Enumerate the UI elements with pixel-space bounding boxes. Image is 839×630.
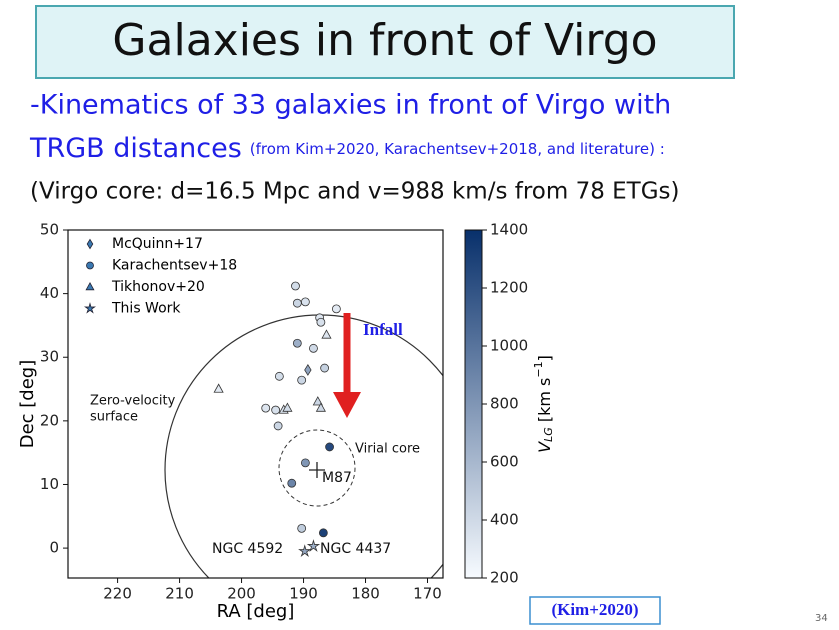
point [298, 544, 312, 557]
point [292, 338, 302, 348]
subtitle-line: -Kinematics of 33 galaxies in front of V… [30, 90, 671, 121]
y-tick-label: 0 [49, 539, 59, 557]
colorbar-tick-label: 200 [490, 569, 519, 587]
subtitle-main: TRGB distances [29, 133, 242, 164]
y-tick-label: 10 [40, 475, 59, 493]
point [282, 402, 293, 412]
citation-box [529, 596, 661, 625]
colorbar-tick-label: 400 [490, 511, 519, 529]
x-tick-label: 200 [227, 585, 256, 603]
x-tick-label: 190 [289, 585, 318, 603]
x-tick-label: 170 [413, 585, 442, 603]
point [297, 375, 307, 385]
point [297, 523, 307, 533]
annotation: Zero-velocity [90, 394, 176, 409]
point [318, 528, 328, 538]
x-axis-label: RA [deg] [217, 601, 295, 622]
legend-marker [86, 261, 94, 270]
annotation: NGC 4437 [320, 541, 391, 557]
colorbar-tick-label: 1400 [490, 221, 528, 239]
plot: 220 210 200 190 180 170 0 10 20 30 40 50 RA [deg] Dec… [17, 221, 555, 623]
colorbar-label-part: LG [542, 427, 555, 442]
y-tick-label: 50 [40, 221, 59, 239]
m87-cross [309, 462, 325, 478]
point [287, 478, 297, 488]
colorbar-label-part: [km s [535, 378, 554, 428]
point [291, 281, 300, 291]
x-tick-label: 210 [165, 585, 194, 603]
axes-frame [67, 229, 444, 579]
virial-core [278, 429, 356, 507]
colorbar-label: VLG [km s−1] [532, 355, 555, 453]
colorbar-tick-label: 1000 [490, 337, 528, 355]
legend-label: Karachentsev+18 [112, 258, 237, 274]
legend-label: Tikhonov+20 [111, 279, 205, 295]
legend-marker [86, 238, 94, 250]
legend-label: McQuinn+17 [112, 236, 203, 252]
page-number: 34 [815, 613, 828, 624]
point [271, 405, 281, 415]
y-tick-label: 30 [40, 348, 59, 366]
point [274, 371, 284, 381]
point [321, 329, 332, 339]
point [261, 403, 271, 413]
title-box [35, 5, 735, 79]
point [309, 343, 318, 353]
annotation: Infall [363, 320, 403, 339]
colorbar-tick-label: 800 [490, 395, 519, 413]
point [213, 383, 224, 393]
colorbar-label-part: V [535, 441, 554, 453]
colorbar-label-part: −1 [532, 361, 545, 377]
citation: (Kim+2020) [551, 600, 638, 619]
subtitle-note: (from Kim+2020, Karachentsev+2018, and l… [250, 140, 665, 158]
point [315, 402, 326, 412]
colorbar [464, 229, 483, 579]
point [331, 304, 341, 314]
point [316, 317, 326, 327]
point [292, 298, 302, 308]
point [325, 442, 334, 452]
annotation: surface [90, 410, 138, 425]
y-axis-label: Dec [deg] [17, 360, 38, 449]
slide-title: Galaxies in front of Virgo [112, 15, 657, 66]
point [320, 363, 330, 373]
legend-marker [83, 302, 97, 314]
point [300, 297, 310, 307]
annotation: M87 [322, 470, 352, 486]
x-tick-label: 220 [103, 585, 132, 603]
subtitle-line: TRGB distances (from Kim+2020, Karachents… [29, 133, 665, 164]
colorbar-label-part: ] [535, 355, 554, 361]
point [312, 396, 323, 406]
point [300, 458, 310, 468]
point [273, 421, 283, 431]
legend-marker [85, 281, 95, 291]
annotation: NGC 4592 [212, 541, 283, 557]
subtitle-line: (Virgo core: d=16.5 Mpc and v=988 km/s f… [30, 179, 680, 205]
y-tick-label: 20 [40, 411, 59, 429]
annotation: Virial core [355, 442, 420, 457]
legend-label: This Work [111, 301, 181, 317]
x-tick-label: 180 [351, 585, 380, 603]
infall-arrowhead [333, 392, 361, 418]
colorbar-tick-label: 600 [490, 453, 519, 471]
y-tick-label: 40 [40, 284, 59, 302]
colorbar-tick-label: 1200 [490, 279, 528, 297]
point [304, 363, 312, 376]
point [306, 539, 321, 552]
